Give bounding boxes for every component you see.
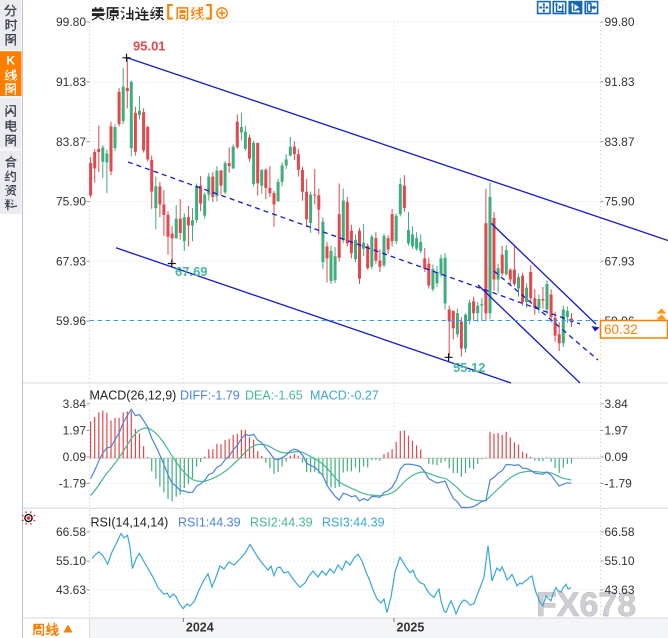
svg-text:3.84: 3.84 [63, 397, 87, 411]
svg-text:DEA:-1.65: DEA:-1.65 [245, 389, 303, 403]
svg-text:55.10: 55.10 [605, 554, 635, 568]
svg-text:RSI(14,14,14): RSI(14,14,14) [91, 516, 169, 530]
svg-text:67.93: 67.93 [605, 254, 635, 268]
svg-text:RSI2:44.39: RSI2:44.39 [250, 516, 313, 530]
svg-text:91.83: 91.83 [56, 75, 86, 89]
svg-text:75.90: 75.90 [605, 195, 635, 209]
svg-text:43.63: 43.63 [605, 583, 635, 597]
svg-text:99.80: 99.80 [56, 15, 86, 29]
svg-text:RSI1:44.39: RSI1:44.39 [178, 516, 241, 530]
svg-text:91.83: 91.83 [605, 75, 635, 89]
svg-text:75.90: 75.90 [56, 195, 86, 209]
svg-text:-1.79: -1.79 [59, 477, 87, 491]
svg-text:K: K [6, 54, 15, 68]
svg-text:-1.79: -1.79 [605, 477, 633, 491]
svg-text:55.10: 55.10 [56, 554, 86, 568]
svg-text:2024: 2024 [186, 621, 214, 635]
svg-text:59.96: 59.96 [56, 314, 86, 328]
svg-text:67.69: 67.69 [175, 264, 208, 279]
svg-text:83.87: 83.87 [605, 135, 635, 149]
svg-text:66.58: 66.58 [605, 525, 635, 539]
svg-text:2025: 2025 [397, 621, 425, 635]
svg-text:83.87: 83.87 [56, 135, 86, 149]
svg-text:FX678: FX678 [536, 586, 636, 624]
svg-text:DIFF:-1.79: DIFF:-1.79 [180, 389, 240, 403]
svg-text:0.09: 0.09 [605, 450, 629, 464]
svg-text:1.97: 1.97 [605, 424, 629, 438]
svg-text:RSI3:44.39: RSI3:44.39 [322, 516, 385, 530]
svg-text:60.32: 60.32 [604, 322, 638, 337]
svg-text:0.09: 0.09 [63, 450, 87, 464]
svg-text:3.84: 3.84 [605, 397, 629, 411]
svg-text:55.12: 55.12 [453, 360, 486, 375]
svg-text:MACD(26,12,9): MACD(26,12,9) [90, 389, 177, 403]
svg-text:67.93: 67.93 [56, 254, 86, 268]
svg-text:99.80: 99.80 [605, 15, 635, 29]
svg-text:95.01: 95.01 [133, 39, 166, 54]
svg-text:1.97: 1.97 [63, 424, 87, 438]
svg-text:43.63: 43.63 [56, 583, 86, 597]
svg-text:66.58: 66.58 [56, 525, 86, 539]
svg-text:MACD:-0.27: MACD:-0.27 [310, 389, 379, 403]
